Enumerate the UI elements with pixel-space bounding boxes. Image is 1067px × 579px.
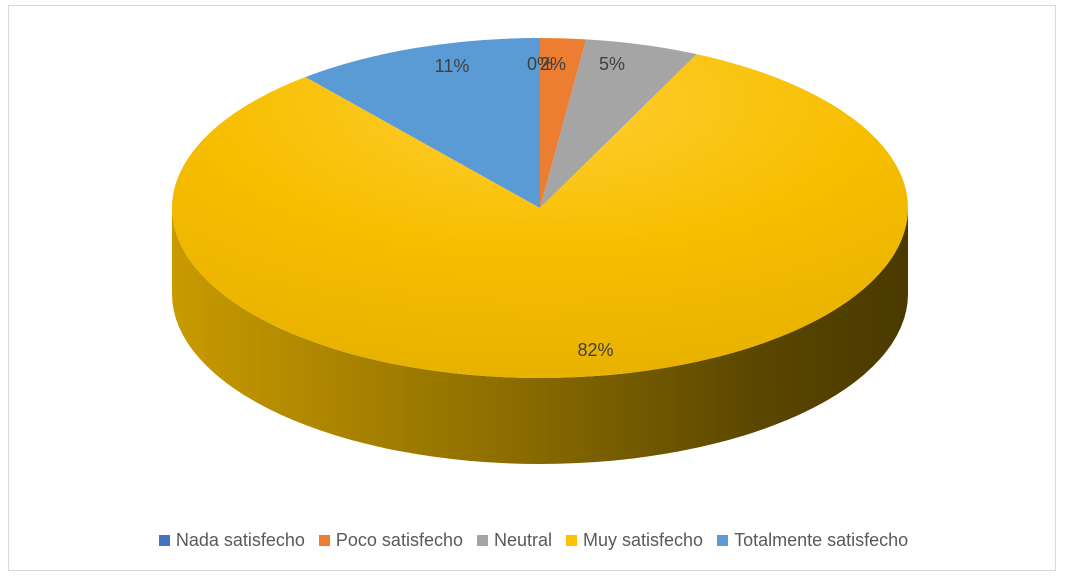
legend-item-totalmente-satisfecho: Totalmente satisfecho: [717, 530, 908, 551]
data-label-neutral: 5%: [599, 54, 625, 74]
data-label-nada-satisfecho: 0%: [527, 54, 553, 74]
legend-item-neutral: Neutral: [476, 530, 553, 551]
pie-slices: [171, 38, 908, 378]
pie-slice-totalmente-satisfecho: [305, 38, 540, 208]
data-label-muy-satisfecho: 82%: [578, 340, 614, 360]
legend-item-poco-satisfecho: Poco satisfecho: [318, 530, 463, 551]
legend-swatch: [318, 535, 330, 546]
legend-label: Neutral: [493, 530, 553, 550]
pie-slice-neutral: [540, 39, 697, 208]
pie-side-wall: [172, 208, 908, 464]
legend-label: Nada satisfecho: [175, 530, 305, 550]
pie-data-labels: 0%2% 5% 82% 11%: [435, 54, 625, 360]
legend-label: Muy satisfecho: [583, 530, 704, 550]
legend-item-muy-satisfecho: Muy satisfecho: [566, 530, 703, 551]
data-label-poco-satisfecho: 2%: [540, 54, 566, 74]
legend-swatch: [717, 535, 729, 546]
pie-slice-poco-satisfecho: [540, 38, 587, 208]
legend-swatch: [476, 535, 488, 546]
legend: Nada satisfecho Poco satisfecho Neutral Muy…: [0, 530, 1067, 551]
legend-label: Totalmente satisfecho: [734, 530, 909, 550]
legend-swatch: [566, 535, 578, 546]
pie-slice-muy-satisfecho: [171, 54, 908, 378]
legend-label: Poco satisfecho: [335, 530, 463, 550]
data-label-totalmente-satisfecho: 11%: [435, 56, 470, 76]
legend-item-nada-satisfecho: Nada satisfecho: [158, 530, 305, 551]
legend-swatch: [158, 535, 170, 546]
pie-side-wall-surface: [172, 208, 908, 464]
